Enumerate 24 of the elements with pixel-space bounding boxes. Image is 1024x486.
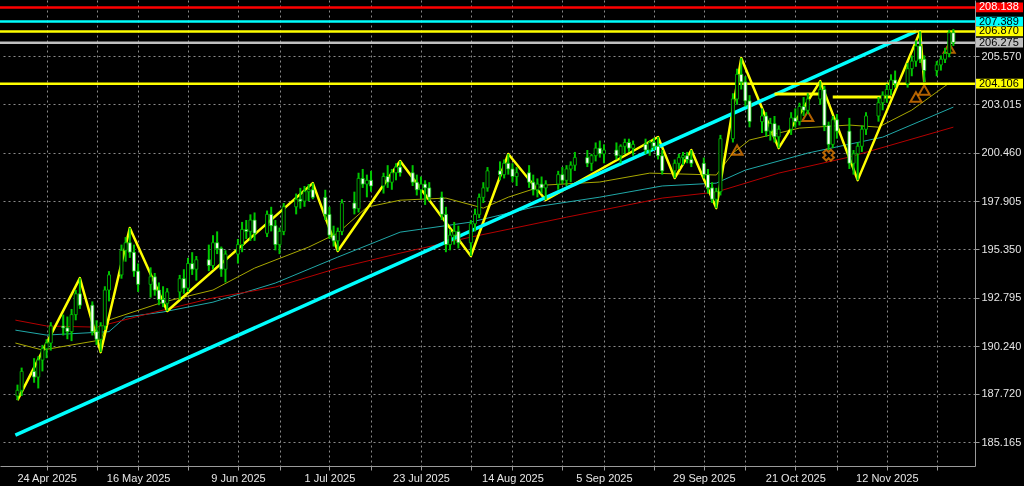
x-tick-label: 5 Sep 2025 [576, 471, 633, 484]
y-tick-label: 187.720 [981, 387, 1022, 400]
ref-line-label: 207.389 [979, 14, 1019, 27]
x-tick-label: 1 Jul 2025 [304, 471, 356, 484]
ref-line-label: 206.870 [979, 24, 1019, 37]
x-tick-label: 16 May 2025 [106, 471, 171, 484]
ref-line-label: 206.275 [979, 35, 1019, 48]
x-tick-label: 24 Apr 2025 [17, 471, 77, 484]
y-tick-label: 203.015 [981, 97, 1022, 110]
x-tick-label: 21 Oct 2025 [765, 471, 826, 484]
y-tick-label: 195.350 [981, 242, 1022, 255]
x-tick-label: 12 Nov 2025 [856, 471, 919, 484]
ref-line-label: 208.138 [979, 0, 1019, 13]
x-tick-label: 14 Aug 2025 [482, 471, 544, 484]
y-tick-label: 200.460 [981, 146, 1022, 159]
y-tick-label: 192.795 [981, 291, 1022, 304]
y-tick-label: 205.570 [981, 49, 1022, 62]
y-tick-label: 197.905 [981, 194, 1022, 207]
y-tick-label: 185.165 [981, 435, 1022, 448]
x-tick-label: 29 Sep 2025 [673, 471, 736, 484]
ref-line-label: 204.106 [979, 76, 1019, 89]
y-tick-label: 190.240 [981, 339, 1022, 352]
x-tick-label: 23 Jul 2025 [393, 471, 450, 484]
x-tick-label: 9 Jun 2025 [211, 471, 266, 484]
